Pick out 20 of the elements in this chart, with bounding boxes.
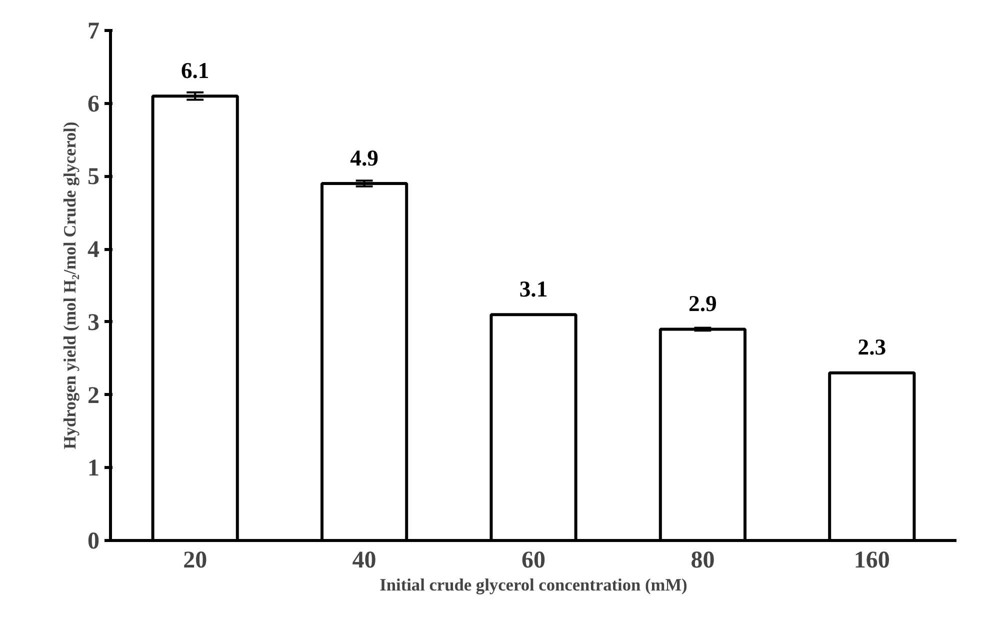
y-tick-label: 5 [88, 164, 100, 190]
y-tick-label: 0 [88, 528, 100, 554]
x-axis-title: Initial crude glycerol concentration (mM) [380, 576, 688, 594]
y-tick-label: 1 [88, 456, 100, 482]
data-label: 6.1 [180, 58, 210, 83]
x-tick-label: 20 [183, 548, 208, 574]
x-tick-label: 80 [690, 548, 715, 574]
y-tick-label: 7 [88, 18, 100, 44]
data-label: 2.9 [688, 291, 717, 316]
data-label: 4.9 [350, 145, 378, 170]
x-tick-label: 160 [854, 548, 890, 574]
data-label: 2.3 [858, 334, 886, 360]
y-tick-label: 6 [88, 91, 100, 118]
y-axis-title: Hydrogen yield (mol H₂/mol Crude glycerol) [60, 122, 80, 450]
y-tick-label: 4 [88, 237, 100, 264]
y-tick-label: 3 [88, 310, 100, 336]
y-tick-label: 2 [88, 382, 100, 409]
data-label: 3.1 [519, 276, 548, 302]
x-tick-label: 40 [352, 548, 376, 574]
x-tick-label: 60 [522, 548, 546, 574]
